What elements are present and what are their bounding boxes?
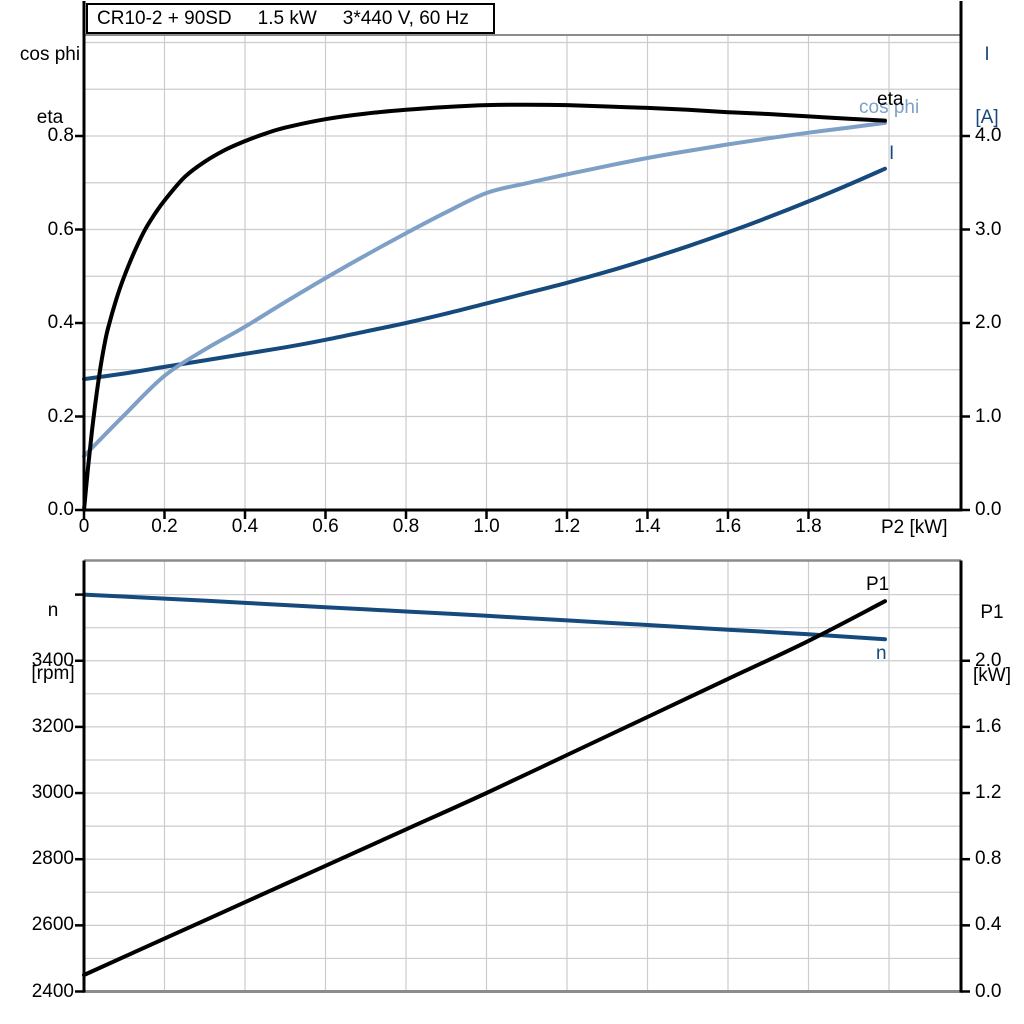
top-x-tick-label: 1.8 [779,516,839,538]
top-right-tick-label: 2.0 [975,312,1024,334]
curve-current [84,169,885,379]
bottom-left-tick-label: 2800 [8,848,74,870]
bottom-left-tick-label: 3000 [8,782,74,804]
curve-cos-phi [84,123,885,456]
top-left-tick-label: 0.8 [16,125,74,147]
curve-label-p1: P1 [866,575,889,595]
top-right-tick-label: 4.0 [975,125,1024,147]
bottom-left-tick-label: 2600 [8,914,74,936]
bottom-right-tick-label: 0.4 [975,914,1024,936]
pump-performance-chart: CR10-2 + 90SD 1.5 kW 3*440 V, 60 Hz cos … [0,0,1024,1024]
bottom-right-tick-label: 2.0 [975,650,1024,672]
top-x-tick-label: 0.6 [296,516,356,538]
top-x-tick-label: 1.2 [537,516,597,538]
top-x-tick-label: 1.6 [698,516,758,538]
bottom-left-tick-label: 2400 [8,981,74,1003]
bottom-left-axis-title-line1: n [13,600,93,621]
bottom-left-axis-title: n [rpm] [13,558,93,726]
bottom-right-axis-title-line1: P1 [964,602,1020,623]
curve-label-n: n [876,644,887,664]
top-left-tick-label: 0.2 [16,406,74,428]
curve-p1 [84,601,885,975]
top-right-tick-label: 1.0 [975,406,1024,428]
top-x-tick-label: 1.4 [618,516,678,538]
x-axis-title: P2 [kW] [881,517,948,538]
chart-canvas [0,0,1024,1024]
bottom-right-axis-title: P1 [kW] [964,560,1020,728]
top-x-tick-label: 1.0 [457,516,517,538]
bottom-right-tick-label: 0.0 [975,981,1024,1003]
curve-label-current: I [889,144,894,164]
curve-n [84,595,885,640]
top-right-tick-label: 3.0 [975,219,1024,241]
curve-eta [84,105,885,510]
top-x-tick-label: 0.8 [376,516,436,538]
title-voltage: 3*440 V, 60 Hz [343,8,469,30]
bottom-right-tick-label: 1.2 [975,782,1024,804]
bottom-left-tick-label: 3400 [8,650,74,672]
top-left-tick-label: 0.0 [16,499,74,521]
bottom-right-tick-label: 1.6 [975,716,1024,738]
title-power: 1.5 kW [258,8,317,30]
bottom-left-tick-label: 3200 [8,716,74,738]
top-left-tick-label: 0.4 [16,312,74,334]
curve-label-eta: eta [877,90,903,110]
chart-title-box: CR10-2 + 90SD 1.5 kW 3*440 V, 60 Hz [86,3,495,34]
top-right-tick-label: 0.0 [975,499,1024,521]
bottom-right-tick-label: 0.8 [975,848,1024,870]
top-left-axis-title-line1: cos phi [10,44,90,65]
top-x-tick-label: 0.4 [215,516,275,538]
title-model: CR10-2 + 90SD [97,8,232,30]
top-right-axis-title-line1: I [960,44,1014,65]
top-left-tick-label: 0.6 [16,219,74,241]
top-x-tick-label: 0.2 [135,516,195,538]
